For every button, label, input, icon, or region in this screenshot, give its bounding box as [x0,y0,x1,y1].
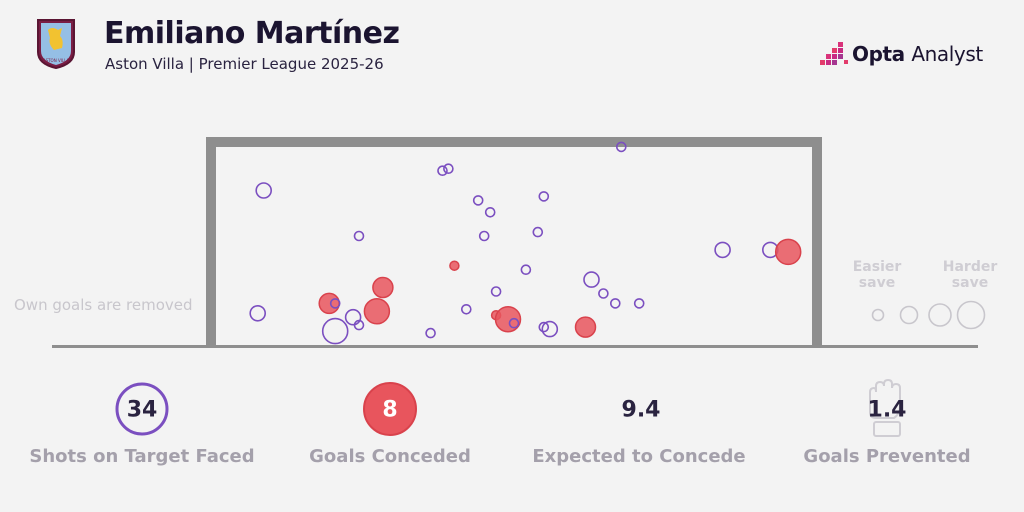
goal-shot-marker-7 [363,298,391,325]
goal-shot-marker-19 [494,305,522,333]
goals-conceded-disc [363,382,417,436]
saved-shot-marker-20 [508,317,520,329]
goal-shot-marker-25 [574,316,597,338]
goal-shot-marker-8 [372,276,394,299]
saved-shot-marker-24 [541,320,559,338]
saved-shot-marker-14 [472,195,484,206]
saved-shot-marker-27 [598,288,609,299]
own-goals-note: Own goals are removed [14,296,193,314]
left-post [206,137,216,347]
aston-villa-crest-icon: ASTON VILLA [37,19,75,70]
page-title: Emiliano Martínez [104,16,400,51]
size-legend-circle-1 [871,308,885,322]
saved-shot-marker-29 [633,298,645,309]
saved-shot-marker-1 [249,304,267,322]
stat-goals-conceded-value: 8 [382,397,398,423]
shot-markers [249,141,802,345]
stat-goals-conceded-label: Goals Conceded [309,446,471,467]
saved-shot-marker-15 [478,230,490,242]
goal-shot-marker-33 [774,238,802,266]
size-legend [871,300,986,330]
saved-shot-marker-26 [583,271,600,288]
saved-shot-marker-35 [538,191,550,202]
opta-analyst-logo: Opta Analyst [818,38,988,74]
saved-shot-marker-9 [353,230,365,242]
saved-shot-marker-17 [490,286,502,297]
crest-text: ASTON VILLA [43,58,70,63]
stat-goals-prevented-label: Goals Prevented [803,446,971,467]
legend-harder-label-2: save [952,275,988,291]
goal-shot-marker-12 [449,260,460,271]
size-legend-circle-3 [928,303,952,327]
saved-shot-marker-21 [520,264,532,276]
saved-shot-marker-4 [321,317,349,345]
saved-shot-marker-34 [437,165,448,176]
saved-shot-marker-22 [532,226,544,238]
saved-shot-marker-10 [425,327,436,339]
legend-easier-label: Easier [853,259,902,275]
goal-line [52,345,978,348]
saved-shot-marker-23 [538,321,550,333]
saved-shot-marker-16 [484,207,496,218]
stat-shots-faced-label: Shots on Target Faced [29,446,255,467]
size-legend-circle-4 [956,300,986,330]
saved-shot-marker-11 [443,163,454,174]
legend-harder-label: Harder [943,259,998,275]
legend-easier-label-2: save [859,275,895,291]
stat-expected-concede-label: Expected to Concede [532,446,746,467]
right-post [812,137,822,347]
crossbar [206,137,822,147]
saved-shot-marker-28 [609,298,621,309]
stat-expected-concede-value: 9.4 [621,397,661,423]
goal-shot-marker-2 [318,292,340,315]
size-legend-circle-2 [899,305,919,325]
stat-shots-faced-value: 34 [126,397,158,423]
saved-shot-marker-5 [344,308,362,326]
shots-faced-ring [115,382,169,436]
saved-shot-marker-13 [460,303,472,315]
opta-mosaic-logo-icon [820,42,848,65]
saved-shot-marker-3 [329,298,341,309]
glove-icon [869,378,901,437]
stat-goals-prevented-value: 1.4 [867,397,907,423]
saved-shot-marker-30 [615,141,627,153]
saved-shot-marker-6 [353,319,365,331]
saved-shot-marker-0 [255,182,273,199]
brand-bold: Opta [852,42,905,66]
page-subtitle: Aston Villa | Premier League 2025-26 [105,55,384,73]
brand-light: Analyst [911,42,983,66]
saved-shot-marker-31 [714,241,731,259]
